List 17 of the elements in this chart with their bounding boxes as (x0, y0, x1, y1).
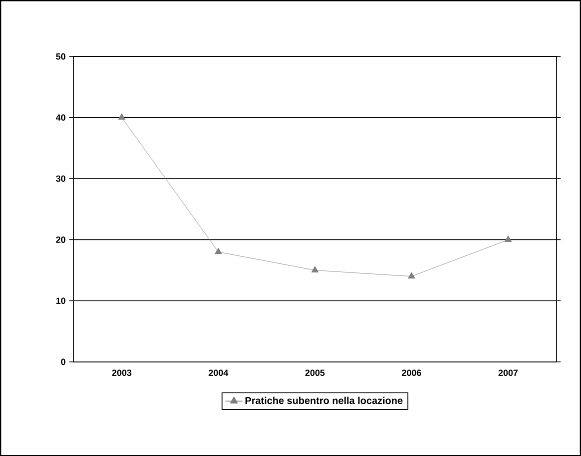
y-tick-label: 20 (56, 236, 66, 243)
point (214, 248, 222, 254)
y-tick-label: 30 (56, 175, 66, 182)
x-tick-label: 2005 (305, 369, 325, 376)
x-tick-label: 2007 (498, 369, 518, 376)
point (408, 272, 416, 278)
point (504, 235, 512, 242)
point (311, 266, 319, 272)
x-tick-label: 2004 (208, 369, 228, 376)
x-tick-label: 2006 (402, 369, 422, 376)
point (118, 113, 126, 120)
x-tick-label: 2003 (112, 369, 132, 376)
y-tick-label: 40 (56, 114, 66, 121)
y-tick-label: 10 (56, 297, 66, 304)
legend-label: Pratiche subentro nella locazione (246, 396, 402, 404)
y-tick-label: 50 (56, 53, 66, 60)
y-tick-label: 0 (61, 358, 66, 365)
